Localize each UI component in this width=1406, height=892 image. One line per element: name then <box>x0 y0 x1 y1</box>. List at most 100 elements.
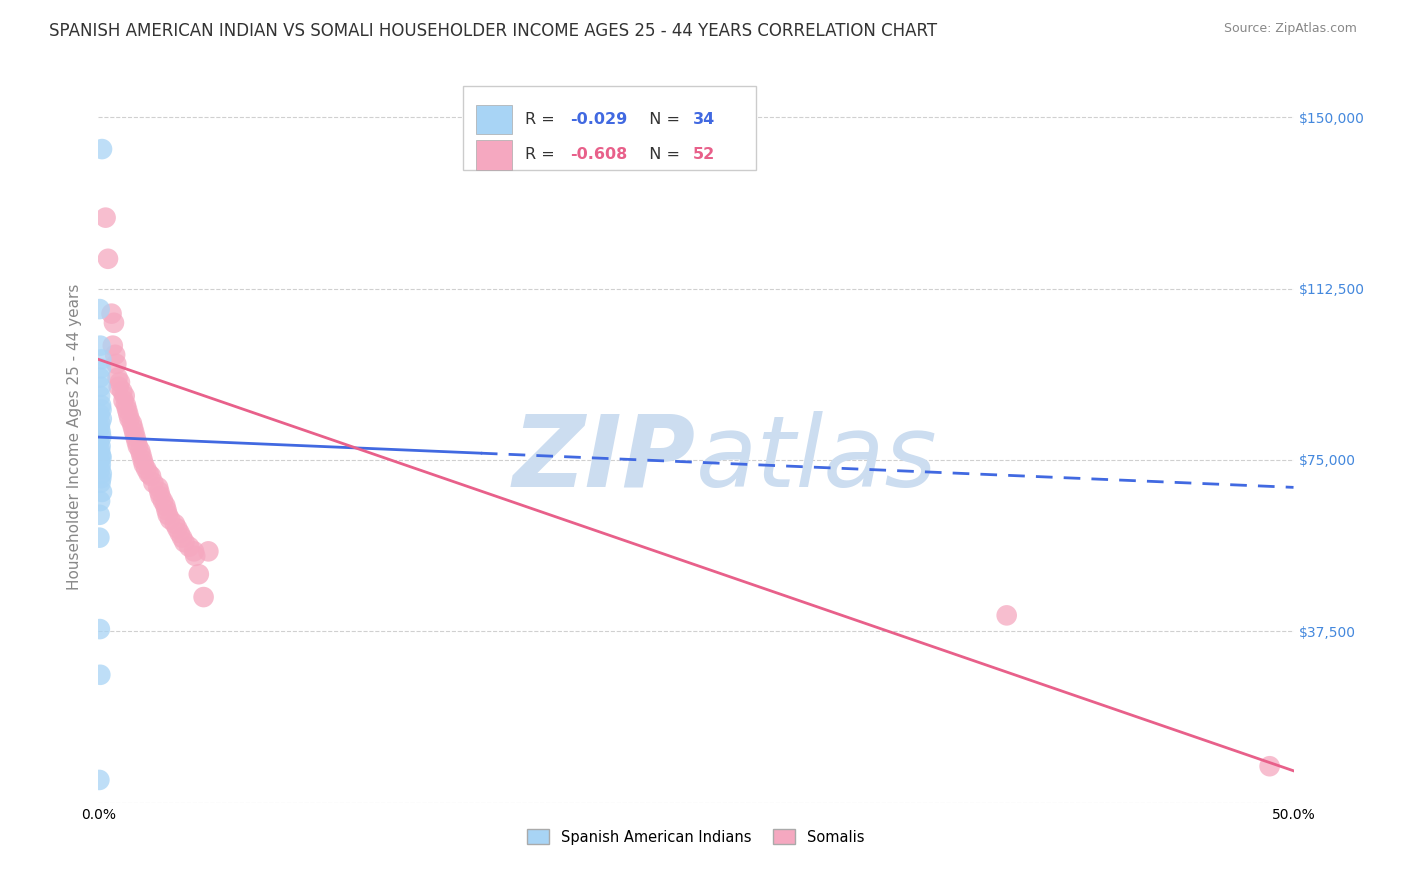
Point <box>173 535 195 549</box>
Text: -0.029: -0.029 <box>571 112 627 128</box>
Point <box>89 301 111 317</box>
Point <box>89 417 111 431</box>
Point <box>97 252 120 266</box>
Point <box>114 389 136 403</box>
Point <box>184 549 207 563</box>
Point <box>129 443 152 458</box>
Text: SPANISH AMERICAN INDIAN VS SOMALI HOUSEHOLDER INCOME AGES 25 - 44 YEARS CORRELAT: SPANISH AMERICAN INDIAN VS SOMALI HOUSEH… <box>49 22 938 40</box>
Point <box>90 352 112 367</box>
Point <box>90 380 112 394</box>
Point <box>90 402 112 417</box>
Point <box>90 361 112 376</box>
Point <box>138 467 160 481</box>
Point <box>111 384 134 399</box>
Point <box>117 407 139 421</box>
Point <box>187 567 209 582</box>
Point <box>89 667 111 681</box>
Point <box>89 434 111 449</box>
Point <box>90 450 112 465</box>
Point <box>132 458 155 472</box>
Point <box>89 338 111 352</box>
Point <box>90 439 112 453</box>
Point <box>90 425 112 440</box>
Legend: Spanish American Indians, Somalis: Spanish American Indians, Somalis <box>522 823 870 850</box>
Point <box>90 458 112 472</box>
Point <box>90 467 112 481</box>
Text: N =: N = <box>638 112 685 128</box>
Y-axis label: Householder Income Ages 25 - 44 years: Householder Income Ages 25 - 44 years <box>67 284 83 591</box>
Text: N =: N = <box>638 147 685 162</box>
Text: Source: ZipAtlas.com: Source: ZipAtlas.com <box>1223 22 1357 36</box>
Point <box>89 494 111 508</box>
Point <box>107 380 129 394</box>
Point <box>124 425 146 440</box>
Point <box>125 434 148 449</box>
FancyBboxPatch shape <box>463 86 756 170</box>
Point <box>127 439 149 453</box>
Point <box>94 211 117 225</box>
Point <box>115 398 138 412</box>
Point <box>183 544 205 558</box>
Point <box>995 608 1018 623</box>
Point <box>142 475 165 490</box>
Point <box>131 448 153 462</box>
Point <box>122 421 145 435</box>
Point <box>100 307 122 321</box>
Point <box>107 370 129 384</box>
Point <box>163 516 186 531</box>
Point <box>89 407 111 421</box>
Text: R =: R = <box>524 112 560 128</box>
Point <box>1258 759 1281 773</box>
Point <box>89 421 111 435</box>
Point <box>91 142 114 156</box>
Point <box>169 526 191 541</box>
Point <box>148 480 170 494</box>
Point <box>103 316 125 330</box>
Point <box>149 490 172 504</box>
Point <box>159 512 181 526</box>
Point <box>90 430 112 444</box>
Point <box>124 430 146 444</box>
FancyBboxPatch shape <box>477 140 512 169</box>
Point <box>89 622 111 636</box>
Point <box>89 389 111 403</box>
Point <box>89 370 111 384</box>
Text: ZIP: ZIP <box>513 410 696 508</box>
Point <box>89 443 111 458</box>
Point <box>135 462 157 476</box>
Text: atlas: atlas <box>696 410 938 508</box>
Point <box>166 521 188 535</box>
Point <box>115 402 138 417</box>
Text: R =: R = <box>524 147 560 162</box>
Point <box>89 508 111 522</box>
Point <box>89 772 111 787</box>
Point <box>104 348 127 362</box>
Point <box>90 398 112 412</box>
Point <box>155 499 177 513</box>
Text: 52: 52 <box>692 147 714 162</box>
Point <box>139 469 162 483</box>
FancyBboxPatch shape <box>477 105 512 135</box>
Point <box>155 503 177 517</box>
Point <box>101 338 124 352</box>
Point <box>193 590 215 604</box>
Point <box>152 494 174 508</box>
Point <box>90 475 112 490</box>
Point <box>91 484 114 499</box>
Point <box>112 393 135 408</box>
Point <box>172 531 194 545</box>
Point <box>179 540 201 554</box>
Point <box>90 448 112 462</box>
Point <box>121 417 143 431</box>
Text: -0.608: -0.608 <box>571 147 627 162</box>
Point <box>118 411 141 425</box>
Point <box>105 357 128 371</box>
Point <box>90 471 112 485</box>
Point <box>108 375 131 389</box>
Point <box>131 453 153 467</box>
Point <box>148 484 170 499</box>
Point <box>156 508 179 522</box>
Point <box>197 544 219 558</box>
Point <box>90 411 112 425</box>
Text: 34: 34 <box>692 112 714 128</box>
